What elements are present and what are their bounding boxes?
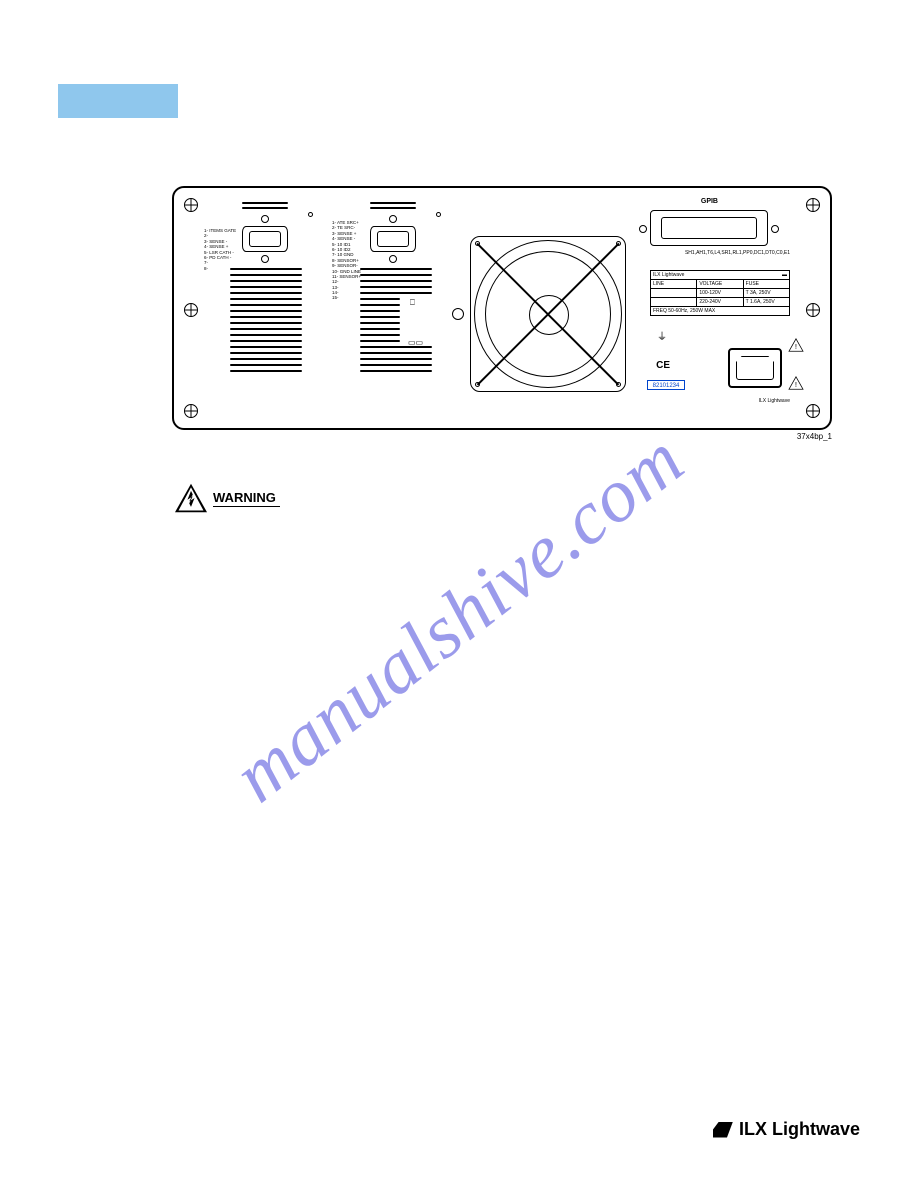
warning-label: WARNING <box>213 490 280 507</box>
dsub-screw-icon <box>261 215 269 223</box>
ground-icon: ⏚ <box>657 328 667 343</box>
brand-text: ILX Lightwave <box>653 272 684 278</box>
warning-triangle-icon: ! <box>788 338 804 352</box>
brand-text: ILX Lightwave <box>759 398 790 404</box>
dsub-screw-icon <box>261 255 269 263</box>
screw-icon <box>184 303 198 317</box>
brand-logo-icon <box>713 1122 733 1138</box>
warning-block: WARNING <box>173 482 280 514</box>
watermark-text: manualshive.com <box>218 416 701 820</box>
gpib-label: GPIB <box>701 198 718 205</box>
vent-slots <box>370 202 416 212</box>
fan-icon <box>470 236 626 392</box>
dsub-screw-icon <box>389 255 397 263</box>
svg-text:!: ! <box>795 380 797 389</box>
warning-triangle-icon <box>173 482 209 514</box>
pinout-text: 1- ATE SRC+ 2- TE SRC- 3- SENSE + 4- SEN… <box>332 220 361 301</box>
warning-triangle-icon: ! <box>788 376 804 390</box>
dsub-connector <box>242 226 288 252</box>
vent-slots <box>230 268 302 376</box>
dsub-screw-icon <box>389 215 397 223</box>
hole-icon <box>436 212 441 217</box>
info-label: ILX Lightwave ▬ LINE VOLTAGE FUSE 100-12… <box>650 270 790 316</box>
fuse-icon: ▭▭ <box>408 338 423 347</box>
ce-mark-icon: CE <box>656 360 670 371</box>
brand-text: ILX Lightwave <box>739 1119 860 1140</box>
screw-icon <box>806 198 820 212</box>
screw-icon <box>184 404 198 418</box>
dsub-connector <box>370 226 416 252</box>
screw-icon <box>184 198 198 212</box>
hole-icon <box>452 308 464 320</box>
svg-text:!: ! <box>795 342 797 351</box>
gpib-subtext: SH1,AH1,T6,L4,SR1,RL1,PP0,DC1,DT0,C0,E1 <box>685 250 790 256</box>
rear-panel-diagram: 1- ITEMS GATE 2- 3- SENSE - 4- SENSE + 5… <box>172 186 832 430</box>
hole-icon <box>308 212 313 217</box>
chapter-bar <box>58 84 178 118</box>
vent-slots <box>360 268 432 376</box>
switch-icon: ⎕ <box>410 298 415 308</box>
screw-icon <box>806 303 820 317</box>
pinout-text: 1- ITEMS GATE 2- 3- SENSE - 4- SENSE + 5… <box>204 228 236 271</box>
figure-caption: 37x4bp_1 <box>797 432 832 441</box>
power-inlet-icon <box>728 348 782 388</box>
serial-number: 82101234 <box>647 380 685 390</box>
screw-icon <box>806 404 820 418</box>
footer-brand: ILX Lightwave <box>713 1119 860 1140</box>
vent-slots <box>242 202 288 212</box>
gpib-connector <box>650 210 768 246</box>
